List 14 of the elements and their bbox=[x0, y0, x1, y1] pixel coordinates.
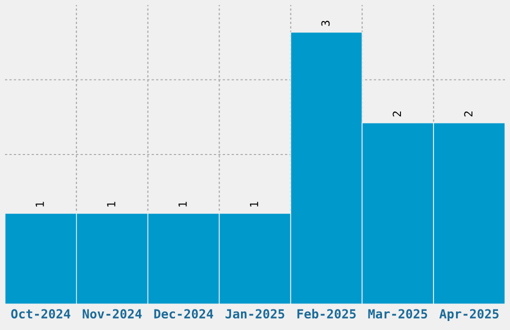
data-label: 3 bbox=[321, 20, 330, 26]
data-label: 1 bbox=[107, 202, 116, 207]
data-label: 1 bbox=[36, 202, 44, 207]
x-tick-label: Nov-2024 bbox=[82, 309, 142, 319]
data-label: 1 bbox=[250, 202, 258, 207]
x-tick-label: Oct-2024 bbox=[11, 309, 70, 319]
data-label: 2 bbox=[392, 111, 401, 116]
data-label: 1 bbox=[178, 202, 187, 207]
x-tick-label: Dec-2024 bbox=[154, 309, 214, 319]
x-tick-label: Jan-2025 bbox=[226, 309, 284, 319]
x-tick-label: Apr-2025 bbox=[439, 309, 499, 321]
x-tick-label: Feb-2025 bbox=[297, 308, 356, 319]
x-tick-label: Mar-2025 bbox=[368, 309, 428, 319]
data-label: 2 bbox=[464, 111, 472, 116]
